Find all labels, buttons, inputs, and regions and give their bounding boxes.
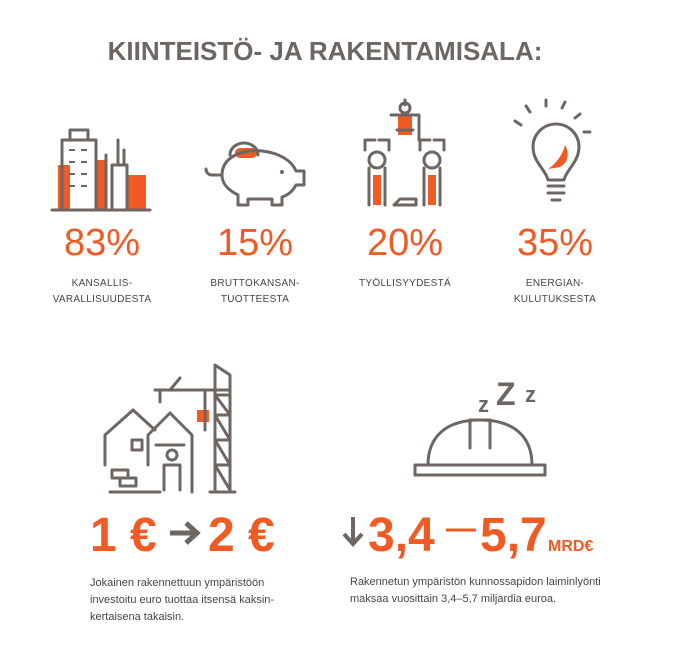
stat-label: KANSALLIS- <box>72 278 133 289</box>
stat-value: 35% <box>517 222 593 264</box>
high-value: 5,7 <box>480 509 547 562</box>
construction-icon <box>103 363 237 494</box>
from-value: 1 € <box>90 509 157 562</box>
stat-label: TUOTTEESTA <box>221 294 289 305</box>
description-line: Rakennetun ympäristön kunnossapidon laim… <box>350 576 601 588</box>
descriptions: Jokainen rakennettuun ympäristöön investo… <box>90 576 601 623</box>
stats: 83% KANSALLIS- VARALLISUUDESTA 15% BRUTTOKAN… <box>53 222 596 305</box>
sleep-z: z <box>525 382 536 407</box>
bulb-icon <box>513 98 592 202</box>
title: KIINTEISTÖ- JA RAKENTAMISALA: <box>108 36 543 66</box>
description-line: investoitu euro tuottaa itsensä kaksin- <box>90 594 274 606</box>
unit: MRD€ <box>548 538 593 555</box>
description-line: kertaisena takaisin. <box>90 611 184 623</box>
to-value: 2 € <box>208 509 275 562</box>
stat-value: 15% <box>217 222 293 264</box>
sleep-z: z <box>478 392 489 417</box>
down-arrow <box>342 517 364 547</box>
workers-icon <box>363 98 446 207</box>
stat-label: BRUTTOKANSAN- <box>210 278 299 289</box>
sleep-z: Z <box>496 376 516 412</box>
low-value: 3,4 <box>368 509 435 562</box>
description-line: maksaa vuosittain 3,4–5,7 miljardia euro… <box>350 593 556 605</box>
stat-label: VARALLISUUDESTA <box>53 294 152 305</box>
stat-label: KULUTUKSESTA <box>514 294 596 305</box>
piggy-bank-icon <box>204 141 306 207</box>
stat-label: ENERGIAN- <box>526 278 584 289</box>
stat-label: TYÖLLISYYDESTÄ <box>359 277 451 289</box>
description-line: Jokainen rakennettuun ympäristöön <box>90 577 264 589</box>
stat-value: 20% <box>367 222 443 264</box>
stat-value: 83% <box>64 222 140 264</box>
buildings-icon <box>50 128 152 212</box>
arrow <box>170 521 201 545</box>
hard-hat-icon <box>413 418 547 477</box>
